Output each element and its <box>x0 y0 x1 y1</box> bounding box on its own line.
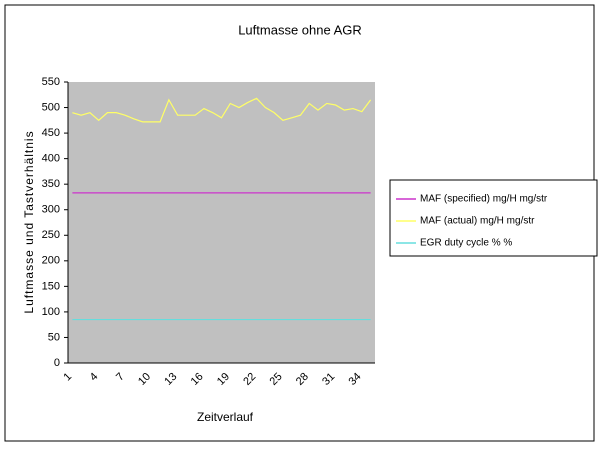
chart-title: Luftmasse ohne AGR <box>238 22 362 37</box>
series-line <box>72 97 372 123</box>
y-tick-label: 0 <box>54 357 60 369</box>
legend-label: MAF (specified) mg/H mg/str <box>420 194 548 205</box>
y-tick-label: 550 <box>42 76 60 88</box>
plot-area <box>68 82 375 363</box>
legend <box>389 179 598 257</box>
legend-label: MAF (actual) mg/H mg/str <box>420 216 535 227</box>
y-tick-label: 150 <box>42 280 60 292</box>
y-tick-label: 500 <box>42 101 60 113</box>
y-tick-label: 200 <box>42 255 60 267</box>
x-axis-label: Zeitverlauf <box>197 410 254 424</box>
y-axis-label: Luftmasse und Tastverhältnis <box>22 130 36 313</box>
y-tick-label: 300 <box>42 204 60 216</box>
y-tick-label: 450 <box>42 127 60 139</box>
legend-label: EGR duty cycle % % <box>420 238 512 249</box>
y-tick-label: 400 <box>42 153 60 165</box>
y-tick-label: 350 <box>42 178 60 190</box>
y-tick-label: 250 <box>42 229 60 241</box>
y-tick-label: 100 <box>42 306 60 318</box>
y-tick-label: 50 <box>48 331 60 343</box>
